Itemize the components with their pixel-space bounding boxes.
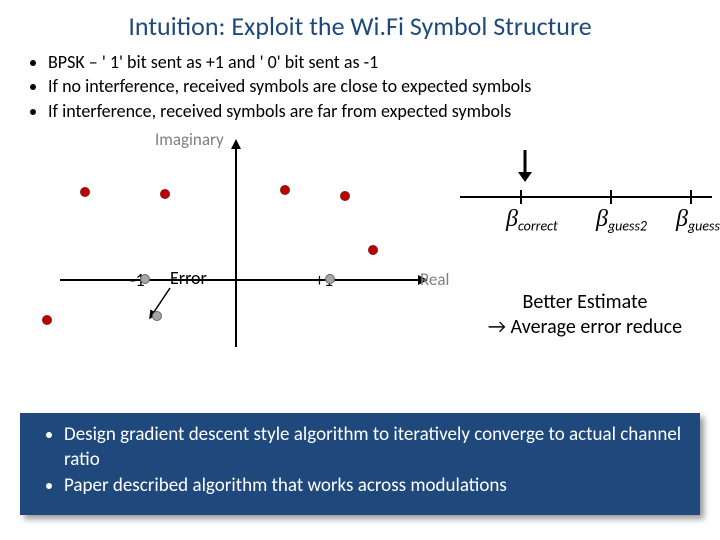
beta-label: βcorrect: [506, 206, 558, 235]
list-item: BPSK – ' 1' bit sent as +1 and ' 0' bit …: [48, 50, 690, 74]
down-arrow-icon: [515, 150, 535, 182]
expected-point: [152, 311, 162, 321]
scatter-point: [340, 191, 350, 201]
caption-line: Better Estimate: [470, 290, 700, 315]
scatter-point: [368, 245, 378, 255]
imaginary-axis-label: Imaginary: [155, 129, 224, 150]
y-axis: [235, 147, 237, 347]
scatter-point: [42, 315, 52, 325]
beta-tick: [690, 190, 692, 204]
conclusion-box: Design gradient descent style algorithm …: [20, 413, 700, 515]
expected-point: [325, 274, 335, 284]
beta-label: βguess1: [676, 206, 720, 235]
scatter-point: [280, 185, 290, 195]
beta-axis-line: [460, 196, 712, 198]
beta-label: βguess2: [596, 206, 647, 235]
scatter-point: [160, 189, 170, 199]
beta-number-line: βcorrectβguess2βguess1: [460, 168, 708, 248]
x-axis: [60, 279, 420, 281]
list-item: If interference, received symbols are fa…: [48, 99, 690, 123]
better-estimate-caption: Better Estimate → Average error reduce: [470, 290, 700, 340]
beta-tick: [610, 190, 612, 204]
list-item: Design gradient descent style algorithm …: [64, 423, 682, 472]
list-item: If no interference, received symbols are…: [48, 74, 690, 98]
expected-point: [140, 274, 150, 284]
beta-tick: [520, 190, 522, 204]
caption-line: → Average error reduce: [470, 315, 700, 340]
top-bullet-list: BPSK – ' 1' bit sent as +1 and ' 0' bit …: [0, 42, 720, 123]
list-item: Paper described algorithm that works acr…: [64, 474, 682, 499]
page-title: Intuition: Exploit the Wi.Fi Symbol Stru…: [0, 0, 720, 42]
real-axis-label: Real: [420, 269, 449, 290]
constellation-diagram: Imaginary Real -1 +1 Error: [30, 127, 480, 357]
error-arrow-icon: [140, 282, 190, 332]
scatter-point: [80, 187, 90, 197]
